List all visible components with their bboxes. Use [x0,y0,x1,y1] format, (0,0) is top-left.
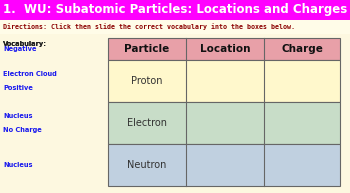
FancyBboxPatch shape [0,20,350,34]
Text: Nucleus: Nucleus [3,113,33,119]
Text: Nucleus: Nucleus [3,162,33,168]
Text: Vocabulary:: Vocabulary: [3,41,47,47]
Text: Electron Cloud: Electron Cloud [3,71,57,77]
FancyBboxPatch shape [0,0,350,20]
Text: Vocabulary:: Vocabulary: [3,41,47,47]
Text: Particle: Particle [124,44,170,54]
Text: No Charge: No Charge [3,127,42,133]
FancyBboxPatch shape [108,144,340,186]
Text: Electron: Electron [127,118,167,128]
FancyBboxPatch shape [108,102,340,144]
Text: Location: Location [200,44,250,54]
Text: Neutron: Neutron [127,160,167,170]
Text: Proton: Proton [131,76,163,86]
Text: Charge: Charge [281,44,323,54]
FancyBboxPatch shape [108,38,340,60]
Text: Negative: Negative [3,46,36,52]
Text: Directions: Click then slide the correct vocabulary into the boxes below.: Directions: Click then slide the correct… [3,24,295,30]
Text: 1.  WU: Subatomic Particles: Locations and Charges: 1. WU: Subatomic Particles: Locations an… [3,3,347,16]
FancyBboxPatch shape [108,60,340,102]
Text: Positive: Positive [3,85,33,91]
